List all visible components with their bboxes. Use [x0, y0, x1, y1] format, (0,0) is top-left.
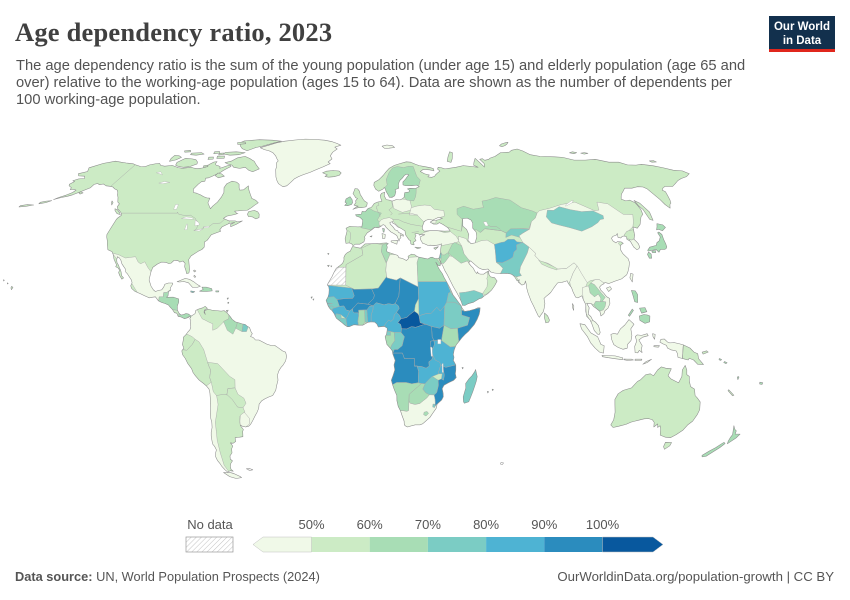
- svg-text:100%: 100%: [586, 517, 620, 532]
- svg-text:70%: 70%: [415, 517, 441, 532]
- svg-text:50%: 50%: [298, 517, 324, 532]
- svg-text:90%: 90%: [531, 517, 557, 532]
- svg-text:No data: No data: [187, 517, 233, 532]
- svg-text:80%: 80%: [473, 517, 499, 532]
- svg-text:60%: 60%: [357, 517, 383, 532]
